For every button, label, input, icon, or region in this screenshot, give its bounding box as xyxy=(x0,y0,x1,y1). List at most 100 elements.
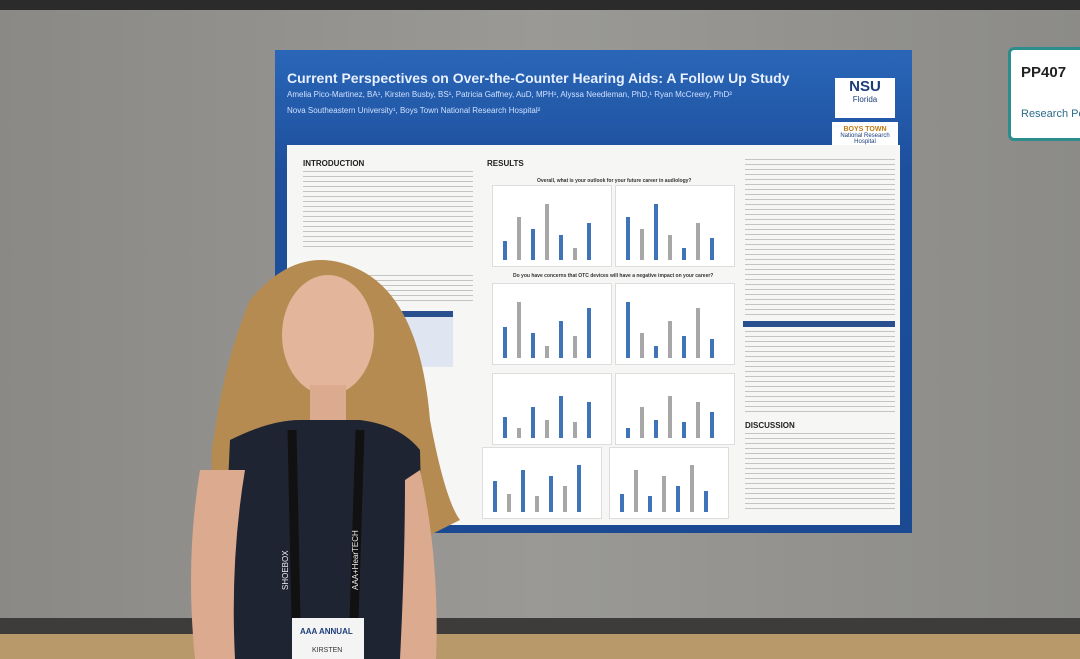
mini-chart xyxy=(615,185,735,267)
mini-bar xyxy=(668,396,672,438)
mini-bar xyxy=(587,308,591,358)
left-arm xyxy=(191,470,245,659)
poster-affiliations: Nova Southeastern University¹, Boys Town… xyxy=(287,106,541,115)
floor xyxy=(0,634,1080,659)
badge xyxy=(292,618,364,659)
lanyard-text: AAA+HearTECH xyxy=(351,530,360,590)
mini-chart xyxy=(492,373,612,445)
mini-chart xyxy=(615,283,735,365)
nsu-logo: NSU Florida xyxy=(835,78,895,118)
mini-bar xyxy=(559,396,563,438)
mini-chart xyxy=(492,185,612,267)
comments-banner xyxy=(743,321,895,327)
mini-bar xyxy=(654,204,658,260)
mini-bar xyxy=(696,308,700,358)
neck xyxy=(310,385,346,425)
mini-bar xyxy=(531,333,535,358)
mini-bar xyxy=(682,336,686,358)
mini-bar xyxy=(559,235,563,260)
mini-bar xyxy=(517,302,521,358)
mini-bar xyxy=(620,493,624,512)
mini-bar xyxy=(573,422,577,438)
poster-sign: PP407 Research Po xyxy=(1008,47,1080,141)
mini-bar xyxy=(640,406,644,438)
top-bar xyxy=(0,0,1080,10)
mini-bar xyxy=(626,216,630,260)
mini-bar xyxy=(626,302,630,358)
mini-bar xyxy=(521,470,525,512)
results-text xyxy=(745,159,895,319)
partner-text: BOYS TOWN xyxy=(843,126,887,133)
sign-code: PP407 xyxy=(1021,64,1067,81)
mini-bar xyxy=(563,486,567,512)
mini-bar xyxy=(531,406,535,438)
mini-bar xyxy=(573,247,577,260)
mini-bar xyxy=(573,336,577,358)
sign-label: Research Po xyxy=(1021,108,1080,120)
mini-bar xyxy=(503,327,507,358)
mini-bar xyxy=(503,241,507,260)
mini-bar xyxy=(654,419,658,438)
mini-bar xyxy=(640,229,644,260)
mini-bar xyxy=(668,320,672,358)
mini-chart xyxy=(609,447,729,519)
mini-bar xyxy=(662,475,666,512)
mini-bar xyxy=(626,427,630,438)
mini-bar xyxy=(559,320,563,358)
mini-bar xyxy=(535,496,539,512)
mini-bar xyxy=(696,222,700,260)
face xyxy=(282,275,374,395)
intro-text xyxy=(303,171,473,251)
mini-bar xyxy=(682,422,686,438)
logo-text: NSU xyxy=(849,78,881,95)
mini-bar xyxy=(676,486,680,512)
mini-bar xyxy=(648,496,652,512)
mini-bar xyxy=(493,480,497,512)
poster-title: Current Perspectives on Over-the-Counter… xyxy=(287,70,790,86)
mini-chart xyxy=(615,373,735,445)
poster-authors: Amelia Pico-Martinez, BA¹, Kirsten Busby… xyxy=(287,90,732,99)
mini-bar xyxy=(503,417,507,438)
mini-bar xyxy=(545,204,549,260)
mini-bar xyxy=(587,401,591,438)
lanyard xyxy=(287,429,365,621)
badge-event: AAA ANNUAL xyxy=(300,627,353,636)
right-arm xyxy=(400,470,437,659)
mini-chart xyxy=(492,283,612,365)
section-heading: INTRODUCTION xyxy=(303,159,365,168)
partner-sub: National Research Hospital xyxy=(840,133,890,145)
mini-bar xyxy=(517,427,521,438)
section-heading: DISCUSSION xyxy=(745,421,795,430)
mini-bar xyxy=(654,345,658,358)
section-heading: RESULTS xyxy=(487,159,524,168)
mini-bar xyxy=(704,491,708,512)
mini-chart xyxy=(482,447,602,519)
mini-bar xyxy=(696,401,700,438)
mini-bar xyxy=(710,412,714,438)
logo-sub: Florida xyxy=(852,95,878,104)
badge-name: KIRSTEN xyxy=(312,647,342,654)
discussion-text xyxy=(745,433,895,513)
mini-bar xyxy=(640,333,644,358)
mini-bar xyxy=(517,216,521,260)
comments-text xyxy=(745,331,895,415)
mini-bar xyxy=(507,493,511,512)
chart-title: Overall, what is your outlook for your f… xyxy=(537,178,692,184)
mini-bar xyxy=(668,235,672,260)
mini-bar xyxy=(545,345,549,358)
chart-title: Do you have concerns that OTC devices wi… xyxy=(513,273,714,279)
mini-bar xyxy=(710,238,714,260)
top xyxy=(220,420,425,659)
mini-bar xyxy=(531,229,535,260)
mini-bar xyxy=(549,475,553,512)
mini-bar xyxy=(690,465,694,512)
mini-bar xyxy=(587,222,591,260)
mini-bar xyxy=(710,339,714,358)
lanyard-text: SHOEBOX xyxy=(281,550,290,590)
mini-bar xyxy=(545,419,549,438)
mini-bar xyxy=(577,465,581,512)
mini-bar xyxy=(634,470,638,512)
mini-bar xyxy=(682,247,686,260)
